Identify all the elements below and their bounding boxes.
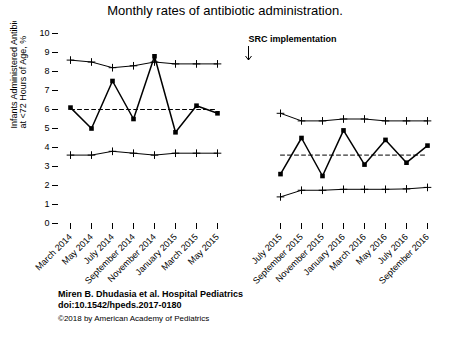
svg-text:March 2015: March 2015 [159,231,200,273]
svg-text:SRC implementation: SRC implementation [249,34,337,44]
svg-text:0: 0 [44,218,49,228]
svg-text:9: 9 [44,47,49,57]
svg-text:July 2016: July 2016 [375,231,410,266]
svg-text:4: 4 [44,142,49,152]
svg-text:July 2014: July 2014 [81,231,116,266]
svg-text:September 2015: September 2015 [250,231,305,286]
html-text:Monthly rates of antibiotic ad: Monthly rates of antibiotic administrati… [107,3,343,18]
svg-text:2: 2 [44,180,49,190]
html-text:©2018 by American Academy of P: ©2018 by American Academy of Pediatrics [58,313,210,323]
svg-text:10: 10 [39,28,49,38]
svg-text:3: 3 [44,161,49,171]
svg-text:November 2014: November 2014 [105,231,158,285]
svg-text:September 2014: September 2014 [82,231,137,286]
svg-text:January 2016: January 2016 [301,231,347,278]
svg-text:May 2016: May 2016 [353,231,389,267]
svg-text:May 2014: May 2014 [59,231,95,267]
svg-text:Infants Administered Antibioti: Infants Administered Antibioticsat <72 H… [9,21,28,129]
svg-text:5: 5 [44,123,49,133]
svg-text:6: 6 [44,104,49,114]
html-text:Miren B. Dhudasia et al. Hospi: Miren B. Dhudasia et al. Hospital Pediat… [58,289,244,311]
svg-text:November 2015: November 2015 [273,231,326,285]
svg-text:March 2016: March 2016 [327,231,368,273]
svg-text:September 2016: September 2016 [377,232,431,286]
svg-text:May 2015: May 2015 [186,232,221,267]
svg-text:7: 7 [44,85,49,95]
svg-text:March 2014: March 2014 [33,231,74,273]
svg-text:January 2015: January 2015 [133,231,179,278]
svg-text:July 2015: July 2015 [249,231,284,266]
svg-text:1: 1 [44,199,49,209]
svg-text:8: 8 [44,66,49,76]
